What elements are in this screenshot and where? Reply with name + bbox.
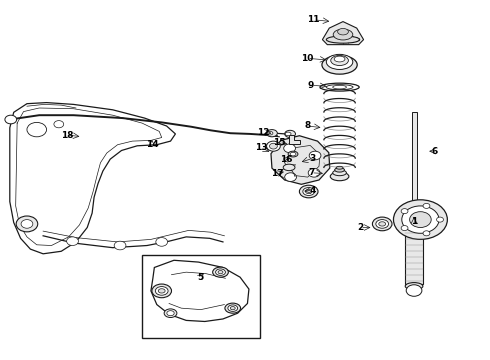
Circle shape — [284, 144, 295, 153]
Text: 10: 10 — [301, 54, 314, 63]
Circle shape — [67, 237, 78, 246]
Text: 4: 4 — [309, 186, 316, 194]
Text: 5: 5 — [197, 273, 203, 282]
Text: 11: 11 — [307, 15, 320, 24]
Text: 7: 7 — [308, 168, 315, 177]
Circle shape — [285, 173, 296, 181]
Ellipse shape — [155, 287, 168, 295]
Ellipse shape — [167, 311, 174, 316]
Text: 6: 6 — [432, 147, 438, 156]
Circle shape — [114, 241, 126, 250]
Bar — [412, 112, 416, 234]
Ellipse shape — [331, 55, 348, 66]
Circle shape — [393, 200, 447, 239]
Circle shape — [270, 143, 277, 149]
Ellipse shape — [326, 85, 353, 90]
Ellipse shape — [333, 85, 346, 89]
Circle shape — [423, 231, 430, 236]
Circle shape — [423, 203, 430, 208]
Ellipse shape — [216, 269, 225, 275]
Circle shape — [309, 151, 321, 160]
Ellipse shape — [306, 189, 312, 194]
Ellipse shape — [303, 188, 315, 195]
Polygon shape — [151, 260, 249, 321]
Ellipse shape — [283, 164, 295, 171]
Text: 9: 9 — [308, 81, 315, 90]
Circle shape — [267, 141, 280, 151]
Circle shape — [5, 115, 17, 124]
Circle shape — [437, 217, 443, 222]
Text: 15: 15 — [273, 138, 286, 147]
Text: 12: 12 — [257, 128, 270, 137]
Circle shape — [406, 285, 422, 296]
Ellipse shape — [333, 29, 353, 40]
Text: 3: 3 — [310, 154, 316, 163]
Text: 8: 8 — [304, 122, 310, 130]
Circle shape — [402, 206, 439, 233]
Ellipse shape — [218, 271, 223, 274]
Ellipse shape — [267, 131, 273, 135]
Ellipse shape — [379, 222, 386, 226]
Circle shape — [401, 208, 408, 213]
Polygon shape — [271, 136, 330, 184]
Ellipse shape — [326, 36, 360, 43]
Circle shape — [410, 212, 431, 228]
Ellipse shape — [285, 132, 291, 136]
Text: 2: 2 — [357, 223, 363, 232]
Ellipse shape — [372, 217, 392, 231]
Ellipse shape — [290, 152, 296, 156]
Ellipse shape — [338, 28, 348, 35]
Polygon shape — [322, 22, 364, 45]
Circle shape — [21, 220, 33, 228]
Ellipse shape — [225, 303, 241, 313]
Ellipse shape — [326, 54, 353, 69]
Text: 16: 16 — [280, 154, 293, 163]
Ellipse shape — [230, 306, 235, 310]
Text: 18: 18 — [61, 130, 74, 139]
Ellipse shape — [158, 289, 165, 293]
Text: 13: 13 — [255, 143, 268, 152]
Ellipse shape — [322, 55, 357, 74]
Ellipse shape — [228, 305, 238, 311]
Ellipse shape — [267, 130, 277, 137]
Ellipse shape — [336, 166, 343, 169]
Text: 14: 14 — [146, 140, 158, 149]
Ellipse shape — [213, 267, 228, 277]
Ellipse shape — [335, 168, 344, 172]
Circle shape — [54, 121, 64, 128]
Circle shape — [156, 238, 168, 246]
Circle shape — [308, 168, 320, 177]
Ellipse shape — [334, 56, 345, 62]
Polygon shape — [10, 103, 175, 254]
Circle shape — [16, 216, 38, 232]
Ellipse shape — [320, 83, 359, 91]
Ellipse shape — [152, 284, 172, 298]
Polygon shape — [289, 135, 300, 144]
Ellipse shape — [299, 185, 318, 198]
Bar — [142, 255, 260, 338]
Ellipse shape — [164, 309, 177, 318]
Bar — [405, 223, 423, 284]
Ellipse shape — [333, 170, 346, 176]
Ellipse shape — [330, 172, 349, 181]
Ellipse shape — [376, 220, 389, 228]
Circle shape — [27, 122, 47, 137]
Text: 1: 1 — [411, 217, 417, 226]
Text: 17: 17 — [271, 169, 284, 178]
Ellipse shape — [288, 151, 298, 157]
Circle shape — [401, 226, 408, 231]
Ellipse shape — [285, 130, 295, 138]
Ellipse shape — [405, 283, 423, 290]
